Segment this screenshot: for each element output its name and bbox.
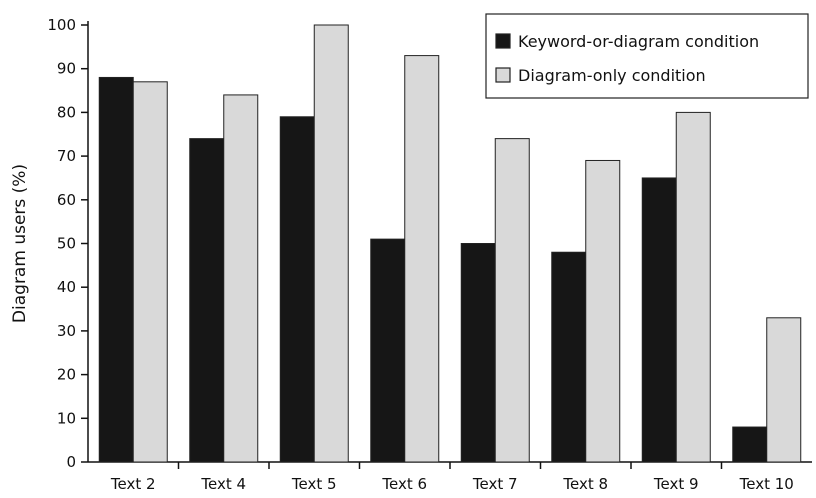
bar-diagram-only [675, 111, 711, 463]
y-tick-label: 100 [47, 16, 76, 34]
bar-keyword-or-diagram [279, 116, 315, 463]
x-tick-label: Text 8 [562, 475, 608, 493]
bar-keyword-or-diagram [98, 76, 134, 463]
y-axis-label: Diagram users (%) [10, 164, 30, 323]
x-tick-label: Text 10 [739, 475, 794, 493]
x-tick-label: Text 2 [110, 475, 156, 493]
bar-keyword-or-diagram [460, 243, 496, 463]
bar-keyword-or-diagram [370, 238, 406, 463]
legend-swatch [495, 67, 511, 83]
bar-diagram-only [132, 81, 168, 463]
y-tick-label: 80 [57, 103, 76, 121]
bar-diagram-only [223, 94, 259, 463]
y-tick-label: 90 [57, 60, 76, 78]
bar-diagram-only [313, 24, 349, 463]
y-tick-label: 0 [66, 453, 76, 471]
legend-swatch [495, 33, 511, 49]
bar-keyword-or-diagram [641, 177, 677, 463]
x-tick-label: Text 7 [472, 475, 518, 493]
y-axis: 0 10 20 30 40 50 60 70 80 90 100 [47, 16, 89, 471]
bar-diagram-only [585, 159, 621, 463]
bar-diagram-only [494, 138, 530, 463]
bar-keyword-or-diagram [551, 251, 587, 463]
x-tick-label: Text 9 [653, 475, 699, 493]
legend-box [485, 13, 809, 99]
bars [98, 24, 802, 463]
y-tick-label: 30 [57, 322, 76, 340]
y-tick-label: 60 [57, 191, 76, 209]
x-tick-label: Text 4 [200, 475, 246, 493]
x-tick-label: Text 5 [291, 475, 337, 493]
bar-diagram-only [766, 317, 802, 463]
y-tick-label: 20 [57, 366, 76, 384]
y-tick-label: 40 [57, 278, 76, 296]
bar-keyword-or-diagram [732, 426, 768, 463]
bar-diagram-only [404, 55, 440, 463]
x-tick-label: Text 6 [381, 475, 427, 493]
legend-label: Keyword-or-diagram condition [518, 32, 759, 51]
y-tick-label: 70 [57, 147, 76, 165]
x-axis: Text 2 Text 4 Text 5 Text 6 Text 7 Text 8 Text… [88, 461, 812, 493]
y-tick-label: 50 [57, 235, 76, 253]
bar-keyword-or-diagram [189, 138, 225, 463]
legend: Keyword-or-diagram condition Diagram-only… [485, 13, 809, 99]
y-tick-label: 10 [57, 409, 76, 427]
legend-label: Diagram-only condition [518, 66, 706, 85]
